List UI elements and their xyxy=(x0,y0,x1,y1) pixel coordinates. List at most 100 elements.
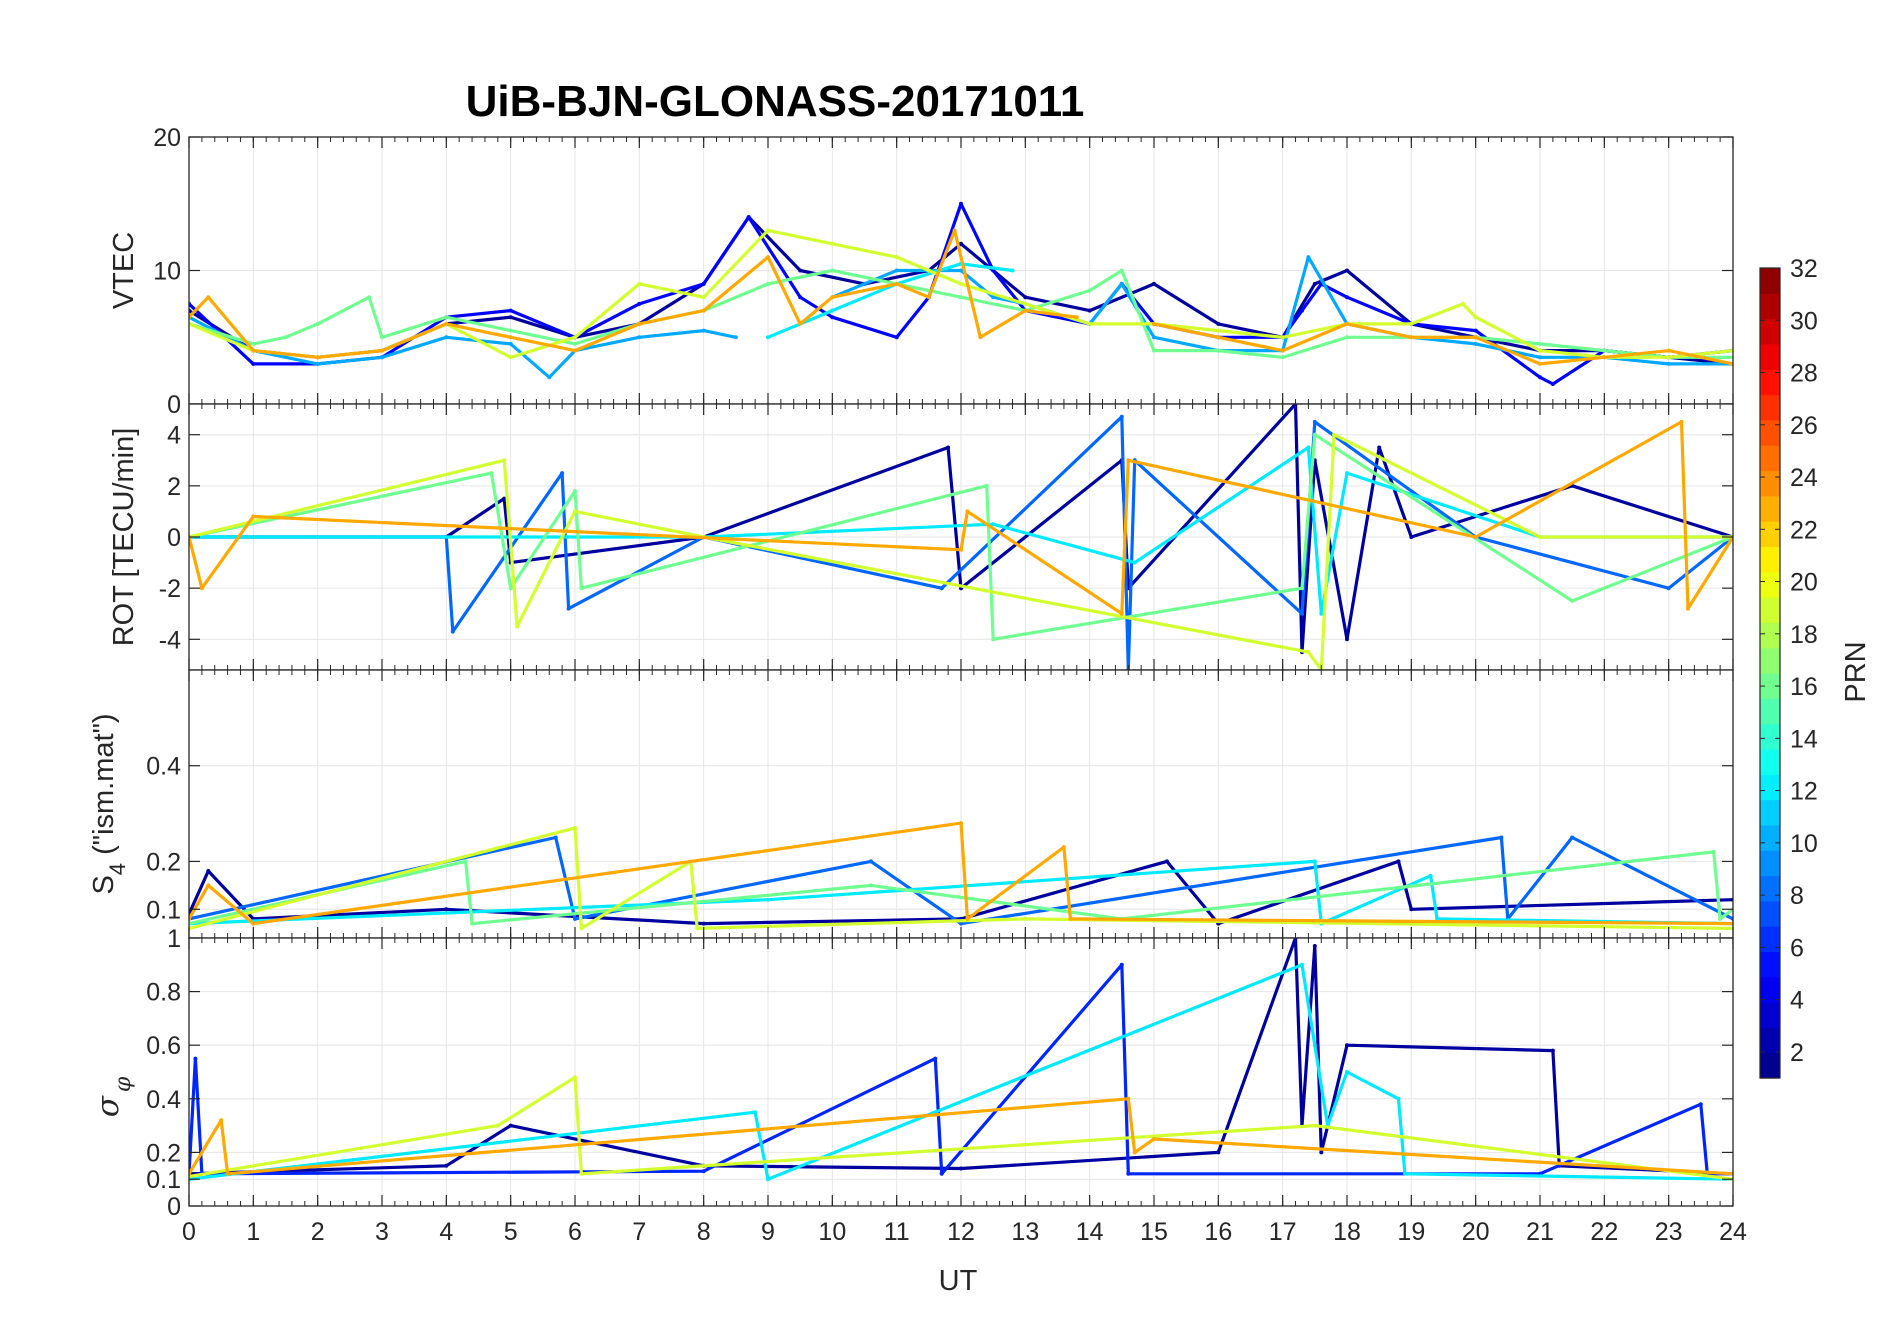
y-tick-label: -2 xyxy=(159,575,181,603)
data-point xyxy=(1216,1150,1221,1155)
data-point xyxy=(946,445,951,450)
data-point xyxy=(1377,445,1382,450)
data-point xyxy=(1312,1043,1317,1048)
data-point xyxy=(1300,611,1304,616)
data-point xyxy=(1119,414,1124,419)
data-point xyxy=(1345,268,1349,273)
x-tick-label: 23 xyxy=(1655,1218,1683,1246)
y-tick-label: 0.6 xyxy=(146,1032,181,1060)
colorbar-segment xyxy=(1760,470,1780,497)
data-point xyxy=(1473,315,1478,320)
x-tick-label: 6 xyxy=(568,1218,582,1246)
data-point xyxy=(1666,586,1671,591)
colorbar-tick-label: 8 xyxy=(1790,882,1804,910)
data-point xyxy=(1152,281,1156,286)
data-point xyxy=(894,335,899,340)
x-tick-label: 2 xyxy=(311,1218,325,1246)
data-point xyxy=(1126,1171,1131,1176)
data-point xyxy=(1679,419,1684,424)
data-point xyxy=(508,1123,513,1128)
x-tick-label: 3 xyxy=(375,1218,389,1246)
data-point xyxy=(199,586,204,591)
data-point xyxy=(1473,341,1478,346)
data-point xyxy=(939,586,944,591)
x-tick-label: 18 xyxy=(1333,1218,1361,1246)
data-point xyxy=(1119,268,1124,273)
data-point xyxy=(225,1171,230,1176)
colorbar-segment xyxy=(1760,900,1780,927)
data-point xyxy=(380,335,384,340)
data-point xyxy=(1666,348,1671,353)
data-point xyxy=(1306,650,1311,655)
data-point xyxy=(1428,873,1433,878)
data-point xyxy=(991,522,996,527)
x-tick-label: 16 xyxy=(1204,1218,1232,1246)
data-point xyxy=(1473,328,1478,333)
data-point xyxy=(1538,375,1542,380)
data-point xyxy=(1602,355,1607,360)
colorbar-tick-label: 30 xyxy=(1790,307,1818,335)
data-point xyxy=(1396,1096,1401,1101)
data-point xyxy=(508,335,513,340)
data-point xyxy=(1312,944,1317,948)
colorbar-segment xyxy=(1760,723,1780,750)
data-point xyxy=(1332,432,1337,437)
colorbar-tick-label: 14 xyxy=(1790,725,1818,753)
y-tick-label: 10 xyxy=(153,258,181,286)
data-point xyxy=(1132,1150,1137,1155)
x-tick-label: 14 xyxy=(1076,1218,1104,1246)
data-point xyxy=(1306,445,1311,450)
data-point xyxy=(1300,308,1304,313)
data-point xyxy=(991,637,996,642)
series-line-prn-23 xyxy=(189,821,1733,926)
data-point xyxy=(450,629,455,634)
data-point xyxy=(1216,328,1221,333)
data-point xyxy=(380,348,384,353)
x-tick-label: 17 xyxy=(1269,1218,1297,1246)
data-point xyxy=(251,341,256,346)
colorbar-segment xyxy=(1760,318,1780,345)
data-point xyxy=(766,228,770,233)
x-axis: 0 1 2 3 4 5 6 7 8 9 10 11 12 13 14 15 16 17 18 19 20 21 22 23 24 xyxy=(182,1218,1747,1246)
data-point xyxy=(798,295,803,300)
data-point xyxy=(508,315,513,320)
data-point xyxy=(1152,321,1156,326)
x-tick-label: 5 xyxy=(504,1218,518,1246)
x-tick-label: 12 xyxy=(947,1218,975,1246)
data-point xyxy=(959,241,963,246)
data-point xyxy=(637,281,642,286)
colorbar-segment xyxy=(1760,1027,1780,1054)
chart-title: UiB-BJN-GLONASS-20171011 xyxy=(466,77,1085,126)
y-tick-label: 0 xyxy=(167,391,181,419)
data-point xyxy=(701,281,706,286)
x-tick-label: 22 xyxy=(1590,1218,1618,1246)
data-point xyxy=(508,308,513,313)
data-point xyxy=(933,1056,938,1061)
colorbar-segment xyxy=(1760,673,1780,699)
data-point xyxy=(1023,916,1028,921)
data-point xyxy=(766,1177,770,1182)
colorbar-tick-label: 4 xyxy=(1790,987,1804,1015)
data-point xyxy=(1216,321,1221,326)
data-point xyxy=(1068,916,1073,921)
data-point xyxy=(1164,859,1169,864)
data-point xyxy=(1312,432,1317,437)
data-point xyxy=(1402,1171,1407,1176)
series-line-prn-19 xyxy=(189,1075,1733,1181)
data-point xyxy=(502,496,507,501)
data-point xyxy=(746,215,751,220)
y-tick-label: -4 xyxy=(159,626,181,654)
colorbar-segment xyxy=(1760,647,1780,674)
data-point xyxy=(701,295,706,300)
data-point xyxy=(830,295,835,300)
data-point xyxy=(926,295,931,300)
y-tick-label: 0.2 xyxy=(146,848,181,876)
x-tick-label: 7 xyxy=(632,1218,646,1246)
data-point xyxy=(1409,321,1414,326)
data-point xyxy=(926,268,931,273)
data-point xyxy=(1312,859,1317,864)
data-point xyxy=(830,241,835,246)
x-tick-label: 20 xyxy=(1462,1218,1490,1246)
